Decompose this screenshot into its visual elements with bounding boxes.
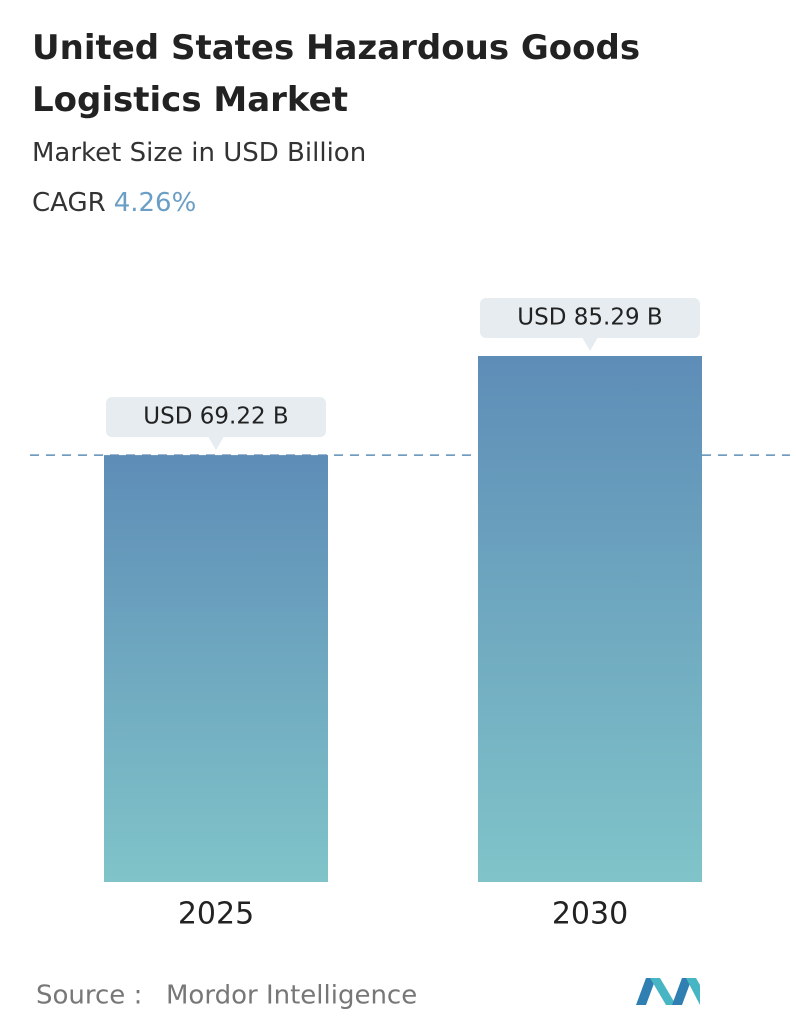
bar bbox=[104, 455, 328, 882]
value-label: USD 85.29 B bbox=[517, 305, 662, 331]
subtitle: Market Size in USD Billion bbox=[32, 138, 367, 168]
value-label-pointer bbox=[208, 436, 224, 451]
cagr-value: 4.26% bbox=[113, 188, 197, 218]
value-label-pointer bbox=[582, 337, 598, 351]
logo bbox=[636, 978, 700, 1005]
cagr: CAGR 4.26% bbox=[32, 188, 196, 218]
source-label: Source : bbox=[36, 981, 142, 1011]
x-tick-label: 2030 bbox=[552, 897, 628, 932]
chart-title: United States Hazardous Goods Logistics … bbox=[32, 28, 641, 120]
x-tick-label: 2025 bbox=[178, 897, 254, 932]
source: Mordor Intelligence bbox=[166, 981, 417, 1011]
bar bbox=[478, 356, 702, 882]
value-label: USD 69.22 B bbox=[143, 404, 288, 430]
value-label-box bbox=[106, 397, 326, 438]
value-label-box bbox=[480, 298, 700, 338]
cagr-label: CAGR bbox=[32, 188, 106, 218]
